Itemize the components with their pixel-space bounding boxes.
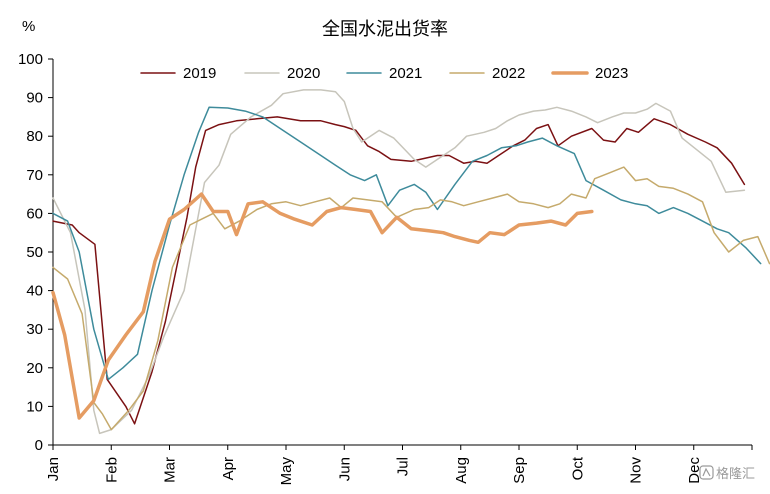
legend-label-2022: 2022 xyxy=(492,65,525,82)
legend-label-2021: 2021 xyxy=(389,65,422,82)
x-tick-label: Oct xyxy=(569,456,586,480)
y-tick-label: 100 xyxy=(18,51,43,68)
y-tick-label: 10 xyxy=(26,398,43,415)
y-axis: 0 10 20 30 40 50 60 70 80 90 100 xyxy=(18,51,54,454)
x-tick-label: Jan xyxy=(45,457,62,481)
series-line-2022 xyxy=(52,166,770,431)
y-tick-label: 90 xyxy=(26,90,43,107)
watermark-text: 格隆汇 xyxy=(716,466,755,482)
x-tick-label: Feb xyxy=(103,457,120,483)
x-tick-label: Jun xyxy=(336,457,353,481)
x-tick-label: May xyxy=(278,457,295,486)
y-tick-label: 50 xyxy=(26,244,43,261)
legend-label-2023: 2023 xyxy=(595,65,628,82)
y-tick-label: 60 xyxy=(26,205,43,222)
x-tick-label: Nov xyxy=(628,457,645,484)
x-tick-label: Aug xyxy=(453,457,470,484)
x-tick-label: Jul xyxy=(395,457,412,476)
watermark-logo-mark xyxy=(702,467,711,477)
chart-title: 全国水泥出货率 xyxy=(322,19,448,40)
legend-label-2020: 2020 xyxy=(287,65,320,82)
series-line-2021 xyxy=(52,106,762,381)
y-tick-label: 30 xyxy=(26,321,43,338)
watermark: 格隆汇 xyxy=(699,465,755,482)
y-tick-label: 20 xyxy=(26,360,43,377)
y-tick-label: 80 xyxy=(26,128,43,145)
watermark-logo-icon xyxy=(699,465,714,480)
x-tick-label: Mar xyxy=(162,457,179,483)
y-tick-label: 70 xyxy=(26,167,43,184)
y-axis-unit-label: % xyxy=(22,18,35,35)
legend-label-2019: 2019 xyxy=(183,65,216,82)
series-line-2023 xyxy=(51,192,594,420)
series-layer xyxy=(51,89,770,435)
x-tick-label: Apr xyxy=(220,457,237,480)
x-axis: Jan Feb Mar Apr May Jun Jul Aug Sep Oct Nov Dec xyxy=(45,444,753,486)
y-tick-label: 0 xyxy=(35,437,43,454)
x-tick-label: Sep xyxy=(511,457,528,484)
y-tick-label: 40 xyxy=(26,283,43,300)
legend: 2019 2020 2021 2022 2023 xyxy=(140,65,628,82)
x-tick-label: Dec xyxy=(686,457,703,484)
series-line-2020 xyxy=(52,89,746,435)
